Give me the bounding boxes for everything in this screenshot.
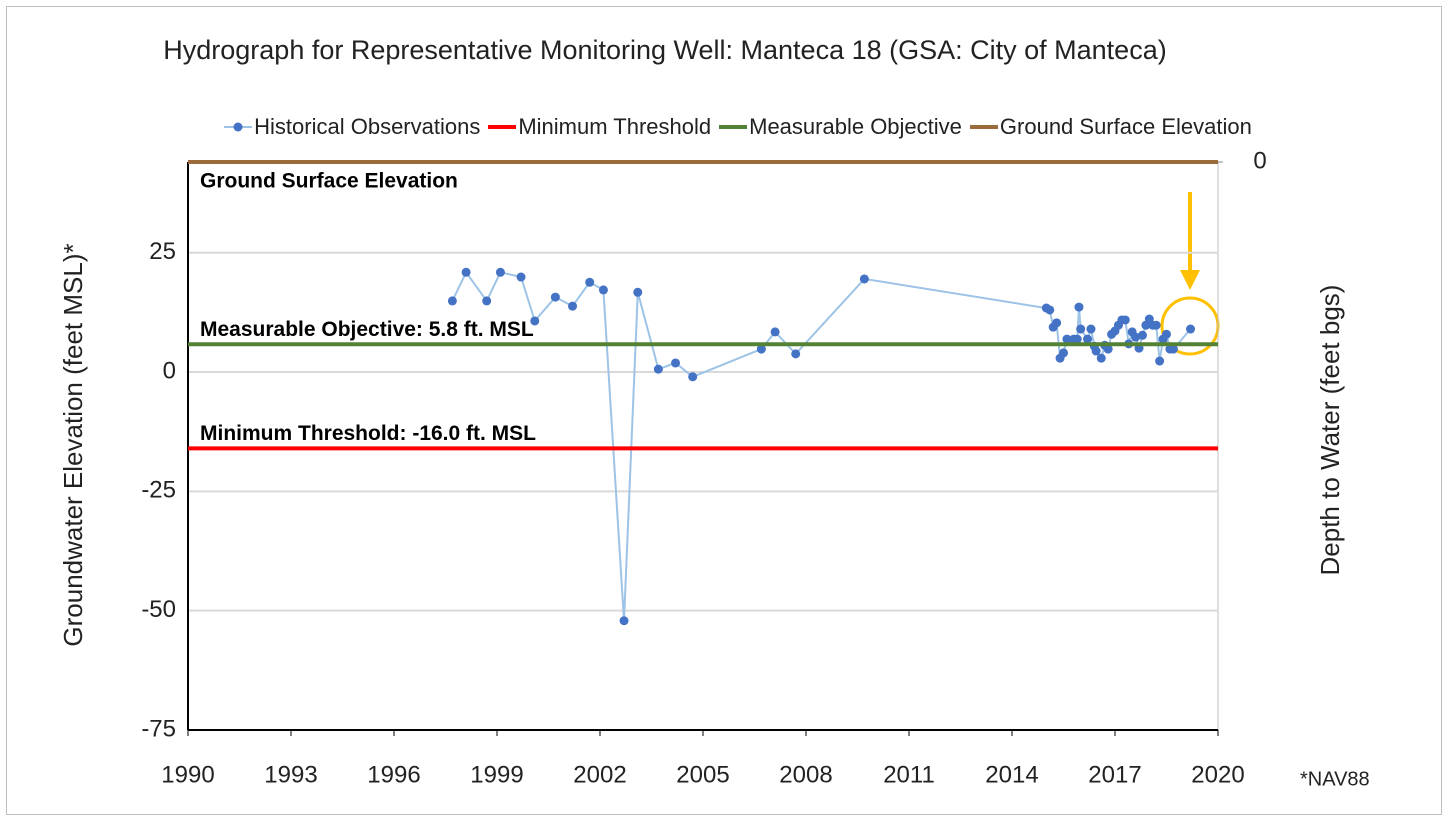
observation-point <box>1131 332 1141 342</box>
observation-point <box>1096 353 1106 363</box>
observation-point <box>461 267 471 277</box>
y-tick-label: -75 <box>141 715 176 742</box>
x-tick-label: 1993 <box>264 761 317 788</box>
observation-point <box>619 616 629 626</box>
observation-point <box>756 344 766 354</box>
observation-point <box>1045 305 1055 315</box>
observation-point <box>1086 324 1096 334</box>
legend-label: Ground Surface Elevation <box>999 114 1252 139</box>
observation-point <box>688 372 698 382</box>
observation-point <box>598 285 608 295</box>
observation-point <box>1072 334 1082 344</box>
legend: Historical Observations Minimum Threshold… <box>0 114 1450 140</box>
arrow-head <box>1180 270 1200 290</box>
annotation: Measurable Objective: 5.8 ft. MSL <box>200 318 534 341</box>
x-tick-label: 1996 <box>367 761 420 788</box>
legend-swatch <box>488 125 517 129</box>
observation-point <box>1186 324 1196 334</box>
chart-title: Hydrograph for Representative Monitoring… <box>163 35 1167 65</box>
observation-point <box>1074 302 1084 312</box>
legend-label: Historical Observations <box>254 114 481 139</box>
y-tick-label: 25 <box>149 238 176 265</box>
legend-swatch <box>719 125 748 129</box>
y-tick-label: -25 <box>141 477 176 504</box>
observation-point <box>1137 330 1147 340</box>
observation-point <box>1162 329 1171 339</box>
legend-swatch <box>224 122 253 132</box>
legend-item: Ground Surface Elevation <box>968 114 1252 140</box>
y2-axis-label: Depth to Water (feet bgs) <box>1315 285 1345 576</box>
observation-point <box>495 267 505 277</box>
observation-point <box>1059 348 1068 358</box>
observation-point <box>1091 346 1101 356</box>
annotation: Ground Surface Elevation <box>200 170 458 193</box>
observation-point <box>653 364 663 374</box>
x-tick-label: 1990 <box>161 761 214 788</box>
observation-point <box>1151 320 1161 330</box>
legend-swatch <box>969 125 998 129</box>
legend-dot <box>233 122 243 132</box>
frame <box>6 6 1442 815</box>
x-tick-label: 1999 <box>470 761 523 788</box>
observation-point <box>770 327 780 337</box>
observation-point <box>791 349 801 359</box>
annotation: Minimum Threshold: -16.0 ft. MSL <box>200 422 536 445</box>
legend-item: Measurable Objective <box>717 114 962 140</box>
observation-point <box>550 292 560 302</box>
observation-point <box>585 277 595 287</box>
legend-item: Historical Observations <box>222 114 480 140</box>
observation-point <box>859 274 869 284</box>
legend-label: Measurable Objective <box>749 114 962 139</box>
y-tick-label: 0 <box>163 357 176 384</box>
y2-tick-label: 0 <box>1253 147 1266 174</box>
observation-point <box>1052 318 1062 328</box>
x-tick-label: 2002 <box>573 761 626 788</box>
x-tick-label: 2017 <box>1088 761 1141 788</box>
observation-point <box>1103 344 1113 354</box>
y-axis-label: Groundwater Elevation (feet MSL)* <box>58 243 88 646</box>
x-tick-label: 2014 <box>985 761 1038 788</box>
observation-point <box>1168 344 1178 354</box>
observation-point <box>671 358 681 368</box>
x-tick-label: 2020 <box>1191 761 1244 788</box>
x-tick-label: 2008 <box>779 761 832 788</box>
legend-label: Minimum Threshold <box>518 114 712 139</box>
x-tick-label: 2011 <box>883 761 935 788</box>
footnote: *NAV88 <box>1300 768 1370 790</box>
observation-point <box>516 272 526 282</box>
observation-point <box>447 296 457 306</box>
x-tick-label: 2005 <box>676 761 729 788</box>
legend-item: Minimum Threshold <box>486 114 711 140</box>
observation-point <box>482 296 492 306</box>
observation-point <box>1062 334 1072 344</box>
observation-point <box>568 301 578 311</box>
observation-point <box>1083 334 1093 344</box>
y-tick-label: -50 <box>141 596 176 623</box>
observation-point <box>633 287 643 297</box>
observation-point <box>530 316 540 326</box>
observation-point <box>1155 356 1165 366</box>
observation-point <box>1076 324 1086 334</box>
plot-area <box>187 161 1219 731</box>
observation-point <box>1120 315 1130 325</box>
